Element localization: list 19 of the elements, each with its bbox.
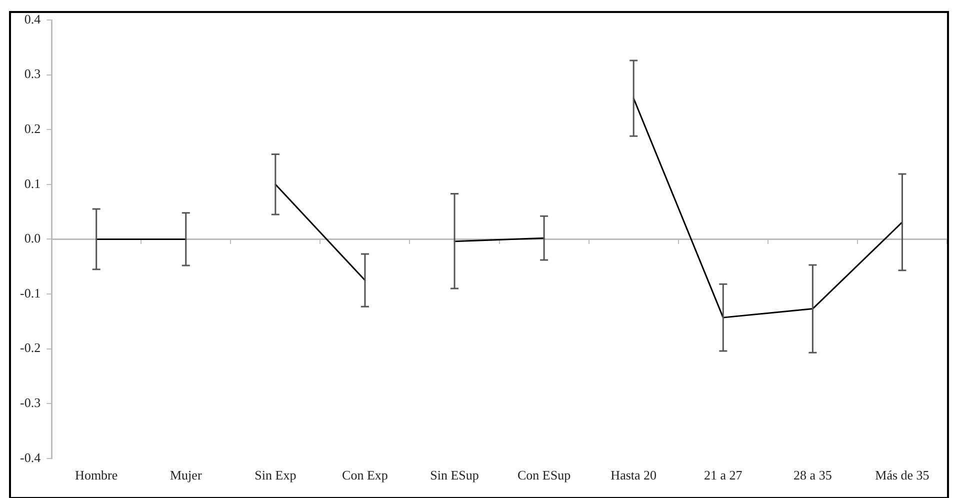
y-tick-label: 0.2 (24, 121, 41, 136)
y-tick-label: -0.3 (20, 395, 41, 410)
x-tick-label: Con ESup (518, 468, 571, 483)
y-tick-label: -0.1 (20, 285, 41, 300)
y-tick-label: 0.3 (24, 66, 41, 82)
x-tick-label: 21 a 27 (704, 468, 743, 483)
x-tick-label: 28 a 35 (794, 468, 832, 483)
y-tick-label: 0.0 (24, 230, 41, 246)
x-tick-label: Sin ESup (430, 468, 479, 483)
y-tick-label: 0.1 (24, 176, 41, 191)
x-tick-label: Con Exp (342, 468, 388, 483)
y-tick-label: -0.2 (20, 340, 41, 356)
y-tick-label: 0.4 (24, 11, 42, 26)
x-tick-label: Hasta 20 (610, 468, 657, 483)
x-tick-label: Más de 35 (875, 468, 930, 483)
x-tick-label: Sin Exp (254, 468, 296, 483)
x-tick-label: Hombre (75, 468, 118, 483)
y-tick-label: -0.4 (20, 450, 42, 465)
x-tick-label: Mujer (170, 468, 202, 483)
